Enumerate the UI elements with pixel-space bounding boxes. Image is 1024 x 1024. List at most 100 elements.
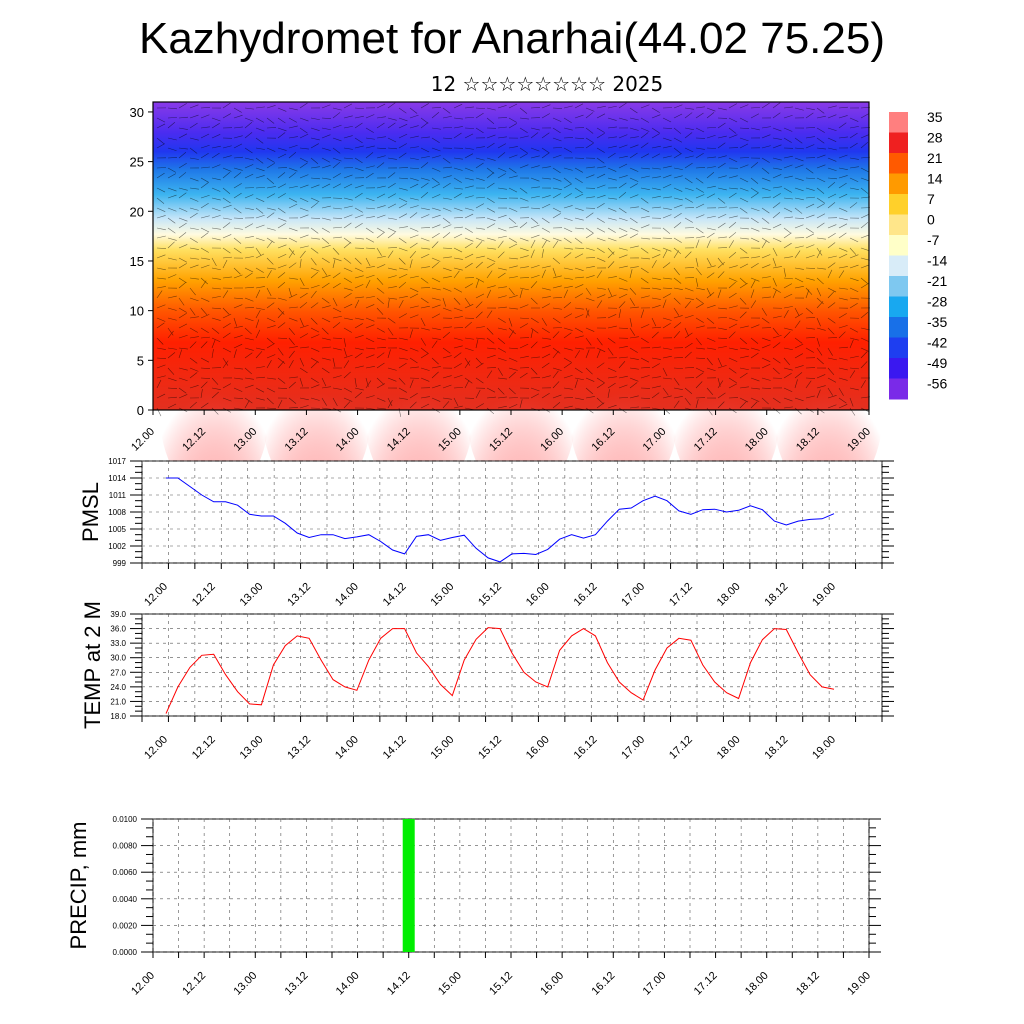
colorbar-label: 21: [927, 150, 943, 166]
pmsl-y-tick-label: 1014: [108, 474, 126, 483]
precip-y-tick-label: 0.0000: [113, 948, 138, 957]
pmsl-y-tick-label: 999: [113, 559, 127, 568]
temp2m-y-tick-label: 24.0: [110, 683, 126, 692]
colorbar-segment: [889, 153, 908, 174]
y-tick-label: 15: [130, 254, 144, 269]
wind-barbs: [156, 102, 871, 417]
precip-x-tick-label: 17.00: [641, 970, 669, 998]
pmsl-x-tick-label: 18.12: [762, 581, 790, 609]
colorbar-segment: [889, 276, 908, 297]
colorbar-label: 28: [927, 130, 943, 146]
precip-x-tick-label: 15.00: [436, 970, 464, 998]
temp2m-x-tick-label: 13.00: [238, 734, 266, 762]
precip-y-axis-label: PRECIP, mm: [66, 822, 91, 950]
colorbar-segment: [889, 358, 908, 379]
colorbar-segment: [889, 255, 908, 277]
pmsl-x-tick-label: 13.12: [285, 581, 313, 609]
colorbar-segment: [889, 235, 908, 256]
pmsl-x-tick-label: 14.12: [381, 581, 409, 609]
pmsl-y-tick-label: 1005: [108, 525, 126, 534]
temp2m-y-tick-label: 27.0: [110, 668, 126, 677]
colorbar-label: -42: [927, 335, 947, 351]
pmsl-x-tick-label: 13.00: [238, 581, 266, 609]
precip-y-tick-label: 0.0060: [113, 868, 138, 877]
temp2m-x-tick-label: 14.00: [333, 734, 361, 762]
colorbar-label: -14: [927, 253, 947, 269]
pmsl-x-tick-label: 17.12: [667, 581, 695, 609]
precip-x-tick-label: 12.00: [129, 970, 157, 998]
colorbar-segment: [889, 337, 908, 359]
y-tick-label: 10: [130, 304, 144, 319]
colorbar-segment: [889, 317, 908, 338]
pmsl-y-axis-label: PMSL: [78, 482, 103, 542]
pmsl-x-tick-label: 16.00: [524, 581, 552, 609]
colorbar-segment: [889, 296, 908, 318]
pmsl-x-tick-label: 15.00: [428, 581, 456, 609]
temp2m-series-line: [165, 627, 835, 714]
colorbar-label: -28: [927, 294, 947, 310]
temp2m-y-tick-label: 30.0: [110, 654, 126, 663]
chart-subtitle: 12 ☆☆☆☆☆☆☆☆ 2025: [430, 72, 664, 96]
temp2m-x-tick-label: 19.00: [810, 734, 838, 762]
colorbar-segment: [889, 214, 908, 236]
precip-x-tick-label: 16.12: [589, 970, 617, 998]
chart-title: Kazhydromet for Anarhai(44.02 75.25): [138, 14, 885, 63]
y-tick-label: 5: [137, 353, 144, 368]
pmsl-x-tick-label: 17.00: [619, 581, 647, 609]
pmsl-x-tick-label: 12.12: [190, 581, 218, 609]
colorbar-label: -21: [927, 273, 947, 289]
temp2m-y-tick-label: 33.0: [110, 639, 126, 648]
temp2m-x-tick-label: 12.12: [190, 734, 218, 762]
temperature-x-tick-label: 12.00: [129, 426, 157, 454]
pmsl-x-tick-label: 16.12: [572, 581, 600, 609]
colorbar-segment: [889, 132, 908, 154]
precip-x-tick-label: 17.12: [692, 970, 720, 998]
colorbar-label: 7: [927, 191, 935, 207]
temp2m-x-tick-label: 17.12: [667, 734, 695, 762]
temp2m-x-tick-label: 18.00: [715, 734, 743, 762]
precip-x-tick-label: 13.12: [283, 970, 311, 998]
pmsl-x-tick-label: 19.00: [810, 581, 838, 609]
precip-x-tick-label: 16.00: [538, 970, 566, 998]
colorbar-label: -7: [927, 232, 940, 248]
precip-y-tick-label: 0.0020: [113, 921, 138, 930]
colorbar-segment: [889, 112, 908, 133]
colorbar-segment: [889, 194, 908, 215]
precip-x-tick-label: 14.12: [385, 970, 413, 998]
temp2m-y-tick-label: 39.0: [110, 610, 126, 619]
pmsl-y-tick-label: 1017: [108, 457, 126, 466]
temp2m-y-tick-label: 18.0: [110, 712, 126, 721]
pmsl-y-tick-label: 1008: [108, 508, 126, 517]
colorbar-segment: [889, 378, 908, 400]
y-tick-label: 0: [137, 403, 144, 418]
pmsl-x-tick-label: 18.00: [715, 581, 743, 609]
colorbar-label: -49: [927, 355, 947, 371]
temp2m-x-tick-label: 16.00: [524, 734, 552, 762]
temp2m-y-tick-label: 21.0: [110, 697, 126, 706]
precip-x-tick-label: 19.00: [845, 970, 873, 998]
pmsl-series-line: [166, 477, 835, 563]
temp2m-x-tick-label: 17.00: [619, 734, 647, 762]
pmsl-x-tick-label: 14.00: [333, 581, 361, 609]
pmsl-y-tick-label: 1011: [109, 491, 127, 500]
precip-y-tick-label: 0.0080: [113, 842, 138, 851]
pmsl-x-tick-label: 15.12: [476, 581, 504, 609]
y-tick-label: 30: [130, 105, 144, 120]
precip-x-tick-label: 14.00: [334, 970, 362, 998]
pmsl-x-tick-label: 12.00: [142, 581, 170, 609]
precip-x-tick-label: 12.12: [180, 970, 208, 998]
temp2m-x-tick-label: 12.00: [142, 734, 170, 762]
colorbar-label: 0: [927, 212, 935, 228]
y-tick-label: 25: [130, 155, 144, 170]
precip-x-tick-label: 18.12: [794, 970, 822, 998]
precip-bar: [402, 819, 415, 952]
temp2m-y-axis-label: TEMP at 2 M: [80, 601, 105, 729]
temp2m-x-tick-label: 13.12: [285, 734, 313, 762]
temp2m-x-tick-label: 15.00: [428, 734, 456, 762]
precip-y-tick-label: 0.0040: [113, 895, 138, 904]
colorbar-label: 35: [927, 109, 943, 125]
precip-x-tick-label: 18.00: [743, 970, 771, 998]
temp2m-x-tick-label: 14.12: [381, 734, 409, 762]
temp2m-x-tick-label: 16.12: [572, 734, 600, 762]
